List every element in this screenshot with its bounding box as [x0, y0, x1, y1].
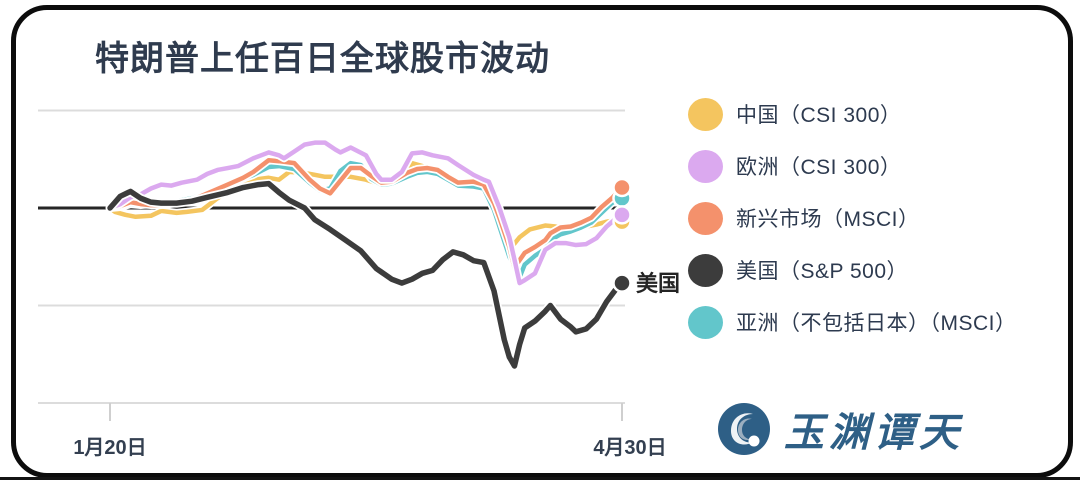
series-line-europe [107, 140, 625, 286]
legend-label-asia: 亚洲（不包括日本）（MSCI） [736, 312, 1017, 335]
legend-label-europe: 欧洲（CSI 300） [736, 156, 902, 179]
brand-logo-text: 玉渊谭天 [784, 409, 964, 456]
legend-label-us: 美国（S&P 500） [736, 260, 909, 283]
bottom-divider [0, 477, 1080, 480]
x-axis-label-end: 4月30日 [593, 437, 667, 459]
legend-label-emerging: 新兴市场（MSCI） [736, 208, 920, 231]
legend-swatch-europe-icon [688, 149, 723, 183]
legend-swatch-china-icon [688, 97, 723, 131]
chart-title: 特朗普上任百日全球股市波动 [95, 40, 550, 78]
legend-item-emerging: 新兴市场（MSCI） [688, 201, 1017, 235]
legend-item-europe: 欧洲（CSI 300） [688, 149, 1017, 183]
legend-item-us: 美国（S&P 500） [688, 253, 1017, 287]
legend-item-asia: 亚洲（不包括日本）（MSCI） [688, 305, 1017, 339]
series-end-dot-europe [612, 205, 632, 225]
x-axis-label-start: 1月20日 [73, 437, 147, 459]
series-line-us [107, 180, 625, 369]
legend-swatch-us-icon [688, 253, 723, 287]
legend-item-china: 中国（CSI 300） [688, 97, 1017, 131]
series-end-dot-emerging [612, 177, 632, 198]
legend-label-china: 中国（CSI 300） [736, 104, 902, 127]
brand-logo: 玉渊谭天 [716, 400, 964, 458]
legend: 中国（CSI 300） 欧洲（CSI 300） 新兴市场（MSCI） 美国（S&… [688, 97, 1017, 357]
legend-swatch-asia-icon [688, 305, 723, 339]
series-end-dot-us [612, 273, 632, 293]
legend-swatch-emerging-icon [688, 201, 723, 235]
us-series-annotation: 美国 [636, 271, 681, 296]
brand-logo-icon [718, 403, 770, 455]
